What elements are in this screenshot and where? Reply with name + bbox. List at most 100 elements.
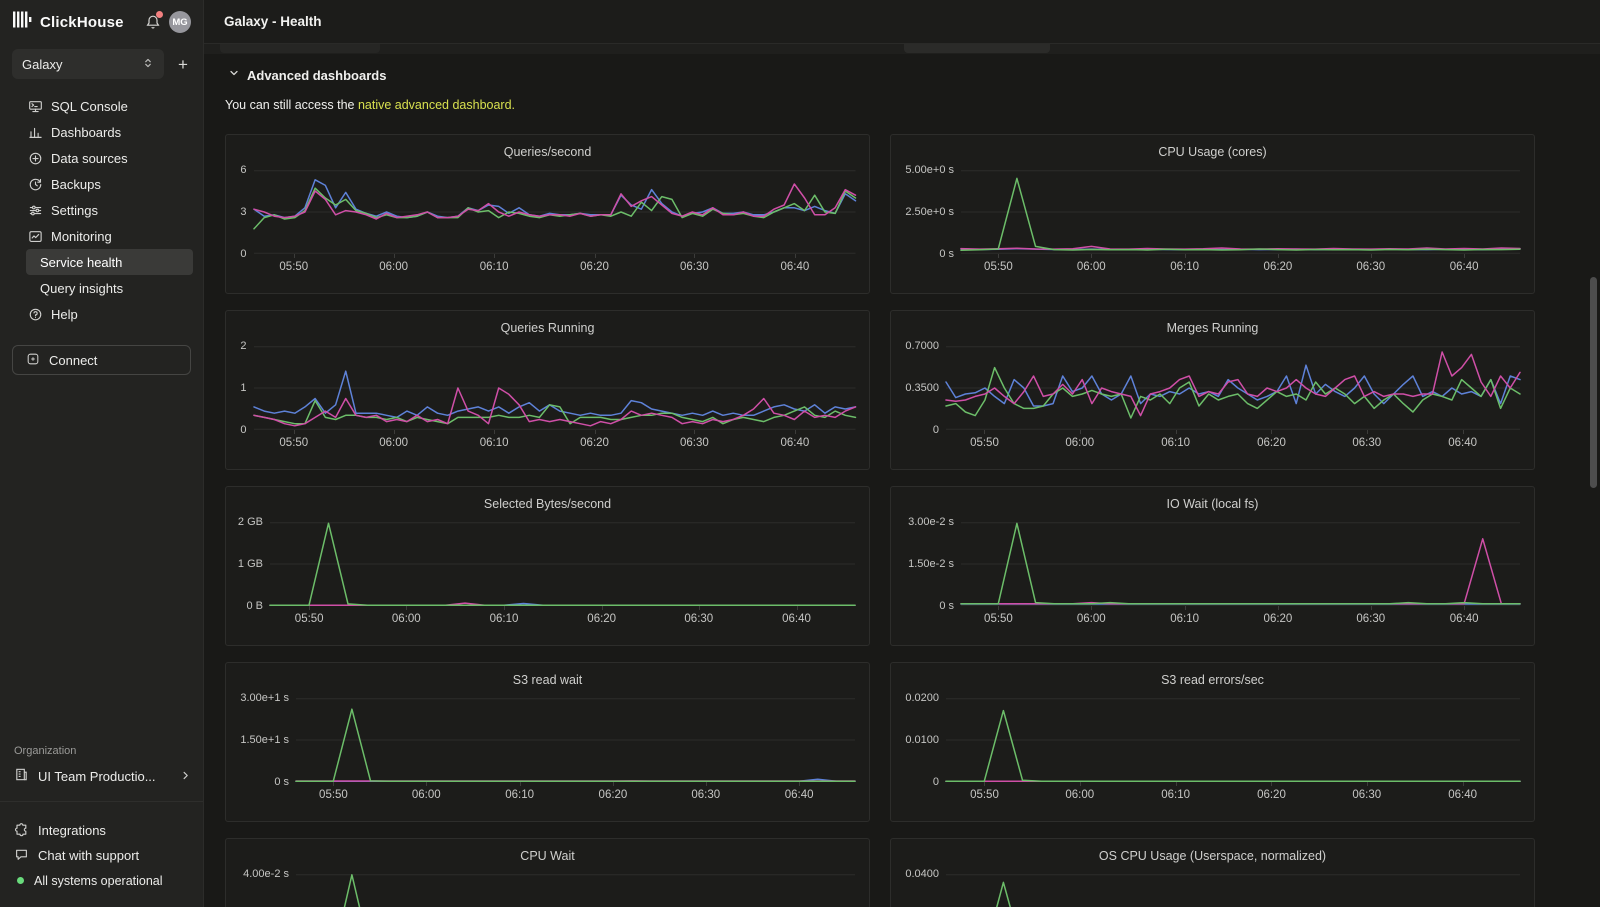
x-axis-tick-label: 06:30 [1352,789,1382,801]
scrollbar-thumb[interactable] [1590,277,1597,488]
chart-title: CPU Usage (cores) [1158,145,1267,159]
chart-cpu-wait [296,874,855,907]
x-axis-labels: 05:50 06:00 06:10 06:20 06:30 06:40 [961,613,1520,629]
chart-panel-s3-read-errors-per-sec[interactable]: S3 read errors/sec 0.0200 0.0100 0 05:50 06:0… [890,662,1535,822]
x-axis-tick-label: 06:00 [1076,261,1106,273]
x-axis-tick [1370,606,1372,610]
x-axis-tick [1462,782,1464,786]
x-axis-tick-label: 06:20 [580,261,609,273]
add-service-button[interactable]: + [178,54,188,74]
x-axis-tick-label: 05:50 [984,261,1013,273]
sidebar-item-chat-with-support[interactable]: Chat with support [0,843,203,868]
chart-body: 6 3 0 05:50 06:00 06:10 06:20 06:30 06:40 [236,163,855,281]
x-axis-labels: 05:50 06:00 06:10 06:20 06:30 06:40 [946,789,1520,805]
avatar[interactable]: MG [169,11,191,33]
chart-body: 5.00e+0 s 2.50e+0 s 0 s 05:50 06:00 06:10 06:2… [901,163,1520,281]
native-dashboard-link[interactable]: native advanced dashboard. [357,98,516,112]
sidebar-item-monitoring[interactable]: Monitoring [0,223,203,249]
sidebar-item-label: Service health [40,254,123,270]
sidebar-item-integrations[interactable]: Integrations [0,818,203,843]
chart-title: OS CPU Usage (Userspace, normalized) [1098,849,1327,863]
x-axis-tick [594,254,596,258]
organization-selector[interactable]: UI Team Productio... [0,767,203,801]
x-axis-tick-label: 06:00 [1076,613,1106,625]
notifications-bell-icon[interactable] [145,11,163,30]
x-axis-tick-label: 05:50 [970,789,999,801]
chart-panel-merges-running[interactable]: Merges Running 0.7000 0.3500 0 05:50 06:00 06:… [890,310,1535,470]
x-axis-tick [1464,606,1466,610]
sidebar-item-label: SQL Console [51,98,128,114]
chart-panel-cpu-wait[interactable]: CPU Wait 4.00e-2 s2.00e-2 s0 s05:5006:000… [225,838,870,907]
x-axis-tick-label: 05:50 [279,261,309,273]
integrations-icon [14,822,29,840]
x-axis-tick [796,606,798,610]
x-axis-tick [1271,430,1273,434]
chart-title: Selected Bytes/second [483,497,612,511]
chart-merges-running [946,346,1520,430]
sidebar-item-service-health[interactable]: Service health [26,249,193,275]
x-axis-tick-label: 06:00 [1065,789,1095,801]
chart-panel-s3-read-wait[interactable]: S3 read wait 3.00e+1 s 1.50e+1 s 0 s 05:50 06… [225,662,870,822]
sidebar-item-label: Backups [51,176,101,192]
advanced-dashboards-toggle[interactable]: Advanced dashboards [228,66,1600,84]
x-axis-tick-label: 05:50 [319,789,348,801]
y-axis-tick-label: 0.0200 [905,692,939,704]
chevron-right-icon [180,769,191,784]
sidebar-item-data-sources[interactable]: Data sources [0,145,203,171]
x-axis-tick [1175,782,1177,786]
y-axis-tick-label: 6 [240,164,247,176]
x-axis-tick-label: 06:20 [1263,613,1293,625]
chat-icon [14,847,29,865]
x-axis-labels: 05:50 06:00 06:10 06:20 06:30 06:40 [270,613,855,629]
x-axis-tick-label: 06:40 [1448,789,1477,801]
x-axis-tick-label: 06:30 [1356,613,1386,625]
x-axis-tick-label: 06:20 [587,613,617,625]
chart-panel-os-cpu-usage-userspace[interactable]: OS CPU Usage (Userspace, normalized) 0.04… [890,838,1535,907]
chart-panel-selected-bytes-per-second[interactable]: Selected Bytes/second 2 GB 1 GB 0 B 05:50 06:… [225,486,870,646]
service-selector[interactable]: Galaxy [12,49,164,79]
x-axis-tick [293,430,295,434]
x-axis-tick [705,782,707,786]
chart-panel-cpu-usage-cores[interactable]: CPU Usage (cores) 5.00e+0 s 2.50e+0 s 0 s 05… [890,134,1535,294]
data-sources-icon [28,151,43,166]
chart-queries-per-second [254,170,856,254]
x-axis-tick [1184,606,1186,610]
sidebar-item-dashboards[interactable]: Dashboards [0,119,203,145]
sidebar-item-backups[interactable]: Backups [0,171,203,197]
content-scroll-area[interactable]: Advanced dashboards You can still access… [204,44,1600,907]
sidebar-item-query-insights[interactable]: Query insights [26,275,193,301]
page-title: Galaxy - Health [224,14,322,29]
monitoring-icon [28,229,43,244]
sidebar-item-settings[interactable]: Settings [0,197,203,223]
sidebar-item-help[interactable]: Help [0,301,203,327]
y-axis-tick-label: 1.50e-2 s [908,558,954,570]
connect-button[interactable]: Connect [12,345,191,375]
x-axis-tick [494,430,496,434]
status-dot [17,877,24,884]
system-status[interactable]: All systems operational [0,868,203,893]
x-axis-tick [1277,254,1279,258]
y-axis-tick-label: 0 s [274,776,289,788]
x-axis-tick-label: 06:20 [1263,261,1293,273]
sidebar-item-label: Help [51,306,78,322]
x-axis-tick [1366,430,1368,434]
chart-body: 2 1 0 05:50 06:00 06:10 06:20 06:30 06:40 [236,339,855,457]
chart-s3-read-errors-per-sec [946,698,1520,782]
chart-body: 0.04000.0200005:5006:0006:1006:2006:3006… [901,867,1520,907]
connect-icon [26,352,40,369]
service-row: Galaxy + [0,41,203,83]
chart-panel-queries-per-second[interactable]: Queries/second 6 3 0 05:50 06:00 06:10 06:20 06:… [225,134,870,294]
sidebar-item-sql-console[interactable]: SQL Console [0,93,203,119]
chart-panel-io-wait-local-fs[interactable]: IO Wait (local fs) 3.00e-2 s 1.50e-2 s 0 s 0… [890,486,1535,646]
sidebar-top-actions: MG [145,11,191,33]
x-axis-tick-label: 06:10 [489,613,519,625]
clickhouse-logo[interactable]: ClickHouse [13,11,124,33]
clipped-panel [220,44,380,53]
sidebar-nav: SQL Console Dashboards Data sources Backups… [0,93,203,327]
y-axis-tick-label: 1 GB [237,558,263,570]
chart-title: S3 read errors/sec [1161,673,1264,687]
service-selector-value: Galaxy [22,56,63,72]
y-axis-tick-label: 0.0400 [905,868,939,880]
chart-panel-queries-running[interactable]: Queries Running 2 1 0 05:50 06:00 06:10 06:20 06… [225,310,870,470]
